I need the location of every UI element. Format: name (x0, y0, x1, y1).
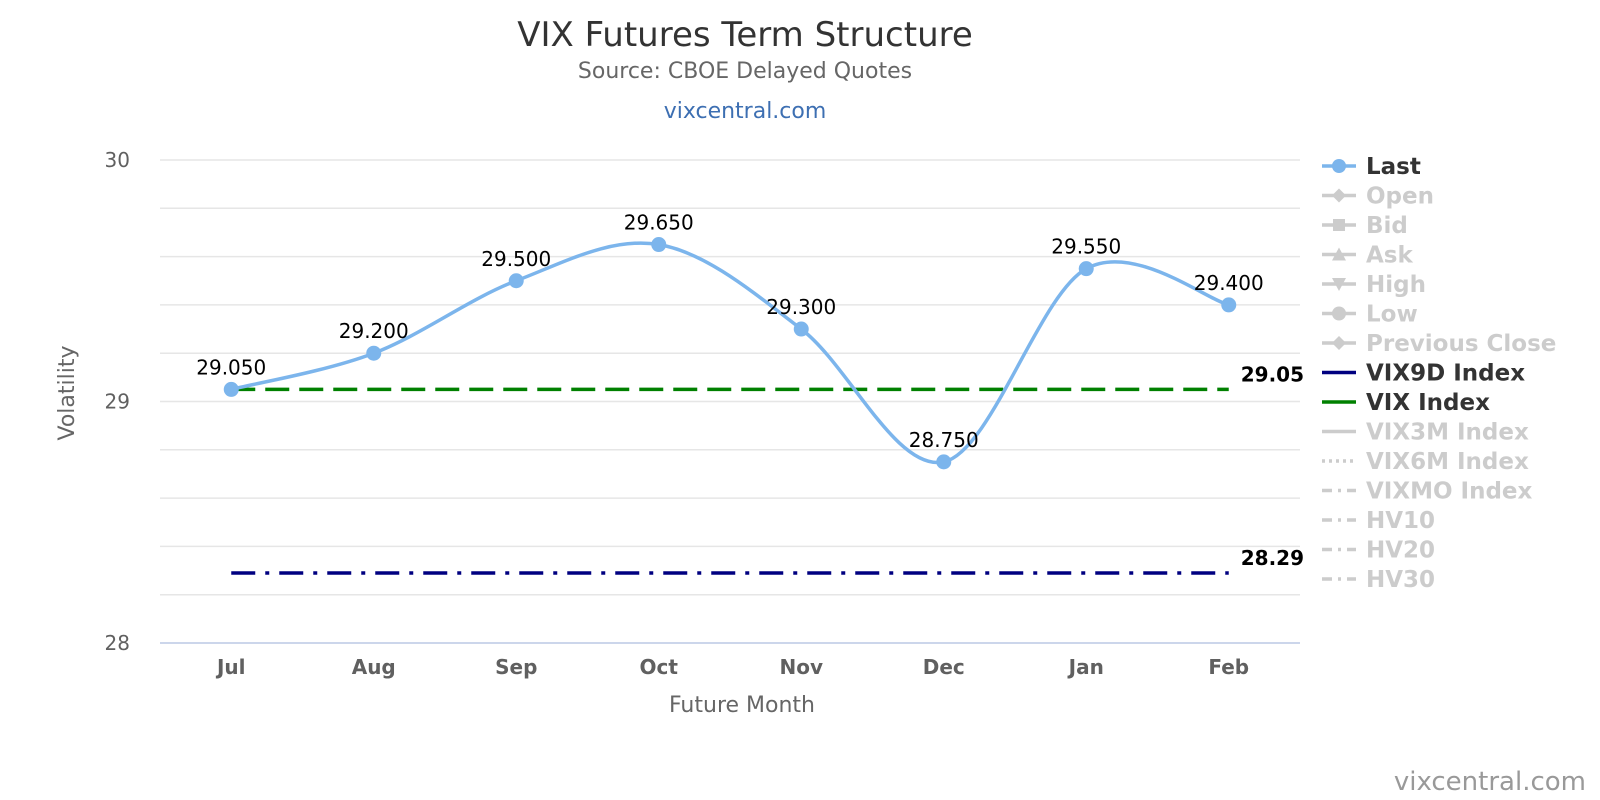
series-last: 29.050 29.200 29.500 29.650 29.300 28.750 29.5… (196, 211, 1264, 470)
x-tick-label: Jul (215, 655, 246, 679)
data-label: 29.650 (624, 211, 694, 235)
legend-label: Previous Close (1366, 331, 1556, 357)
legend-item-hv20[interactable]: HV20 (1322, 538, 1435, 564)
legend-label: VIXMO Index (1366, 479, 1533, 505)
data-point[interactable] (936, 454, 952, 470)
diamond-marker-icon (1332, 336, 1346, 350)
reference-line-label: 29.05 (1241, 362, 1304, 386)
x-tick-label: Oct (640, 655, 679, 679)
data-point[interactable] (1078, 261, 1094, 277)
legend-label: Bid (1366, 213, 1408, 239)
x-tick-label: Feb (1208, 655, 1249, 679)
triangle-down-marker-icon (1332, 278, 1346, 291)
y-tick-label: 29 (105, 390, 130, 414)
legend-item-vix6m-index[interactable]: VIX6M Index (1322, 449, 1529, 475)
data-label: 29.050 (196, 355, 266, 379)
legend-label: HV30 (1366, 567, 1435, 593)
x-axis-ticks: Jul Aug Sep Oct Nov Dec Jan Feb (215, 655, 1249, 679)
legend-label: Ask (1366, 243, 1413, 269)
y-tick-label: 30 (105, 148, 130, 172)
legend-item-vix9d-index[interactable]: VIX9D Index (1322, 361, 1525, 387)
legend-label: Low (1366, 302, 1418, 328)
x-axis-title: Future Month (669, 693, 815, 718)
data-point[interactable] (793, 321, 809, 337)
legend-item-hv30[interactable]: HV30 (1322, 567, 1435, 593)
data-point[interactable] (508, 273, 524, 289)
chart-title: VIX Futures Term Structure (517, 15, 973, 55)
reference-line-label: 28.29 (1241, 546, 1304, 570)
triangle-marker-icon (1332, 247, 1346, 261)
data-label: 28.750 (909, 428, 979, 452)
legend-item-bid[interactable]: Bid (1322, 213, 1408, 239)
legend-label: VIX Index (1366, 390, 1490, 416)
x-tick-label: Jan (1067, 655, 1104, 679)
legend-item-hv10[interactable]: HV10 (1322, 508, 1435, 534)
data-label: 29.550 (1051, 235, 1121, 259)
legend-item-high[interactable]: High (1322, 272, 1426, 298)
x-tick-label: Dec (923, 655, 965, 679)
legend-item-vixmo-index[interactable]: VIXMO Index (1322, 479, 1533, 505)
reference-lines: 29.05 28.29 (231, 362, 1304, 575)
data-label: 29.400 (1194, 271, 1264, 295)
legend-label: HV20 (1366, 538, 1435, 564)
y-axis-title: Volatility (55, 345, 80, 440)
legend-item-previous-close[interactable]: Previous Close (1322, 331, 1556, 357)
circle-marker-icon (1332, 159, 1346, 173)
legend-item-vix3m-index[interactable]: VIX3M Index (1322, 420, 1529, 446)
data-label: 29.500 (481, 247, 551, 271)
gridlines (160, 159, 1300, 644)
chart-subtitle: Source: CBOE Delayed Quotes (578, 59, 912, 84)
x-tick-label: Nov (779, 655, 823, 679)
legend-label: Last (1366, 154, 1421, 180)
legend-item-low[interactable]: Low (1322, 302, 1418, 328)
credit-text[interactable]: vixcentral.com (1394, 767, 1586, 797)
legend-item-last[interactable]: Last (1322, 154, 1421, 180)
data-point[interactable] (366, 345, 382, 361)
legend-label: VIX3M Index (1366, 420, 1529, 446)
legend-item-open[interactable]: Open (1322, 184, 1434, 210)
data-point[interactable] (1221, 297, 1237, 313)
circle-marker-icon (1332, 306, 1346, 321)
data-label: 29.200 (339, 319, 409, 343)
legend: Last Open Bid Ask High Low Previous Close VIX9D… (1322, 154, 1556, 593)
data-point[interactable] (223, 381, 239, 397)
y-axis-ticks: 28 29 30 (105, 148, 130, 655)
legend-label: HV10 (1366, 508, 1435, 534)
square-marker-icon (1333, 219, 1345, 231)
legend-item-vix-index[interactable]: VIX Index (1322, 390, 1490, 416)
legend-label: VIX9D Index (1366, 361, 1525, 387)
data-label: 29.300 (766, 295, 836, 319)
legend-label: VIX6M Index (1366, 449, 1529, 475)
x-tick-label: Aug (352, 655, 396, 679)
data-point[interactable] (651, 237, 667, 253)
x-tick-label: Sep (495, 655, 537, 679)
diamond-marker-icon (1332, 188, 1346, 203)
site-link[interactable]: vixcentral.com (664, 99, 827, 124)
legend-label: High (1366, 272, 1426, 298)
legend-label: Open (1366, 184, 1434, 210)
y-tick-label: 28 (105, 631, 130, 655)
legend-item-ask[interactable]: Ask (1322, 243, 1413, 269)
series-line-last[interactable] (230, 241, 1230, 465)
